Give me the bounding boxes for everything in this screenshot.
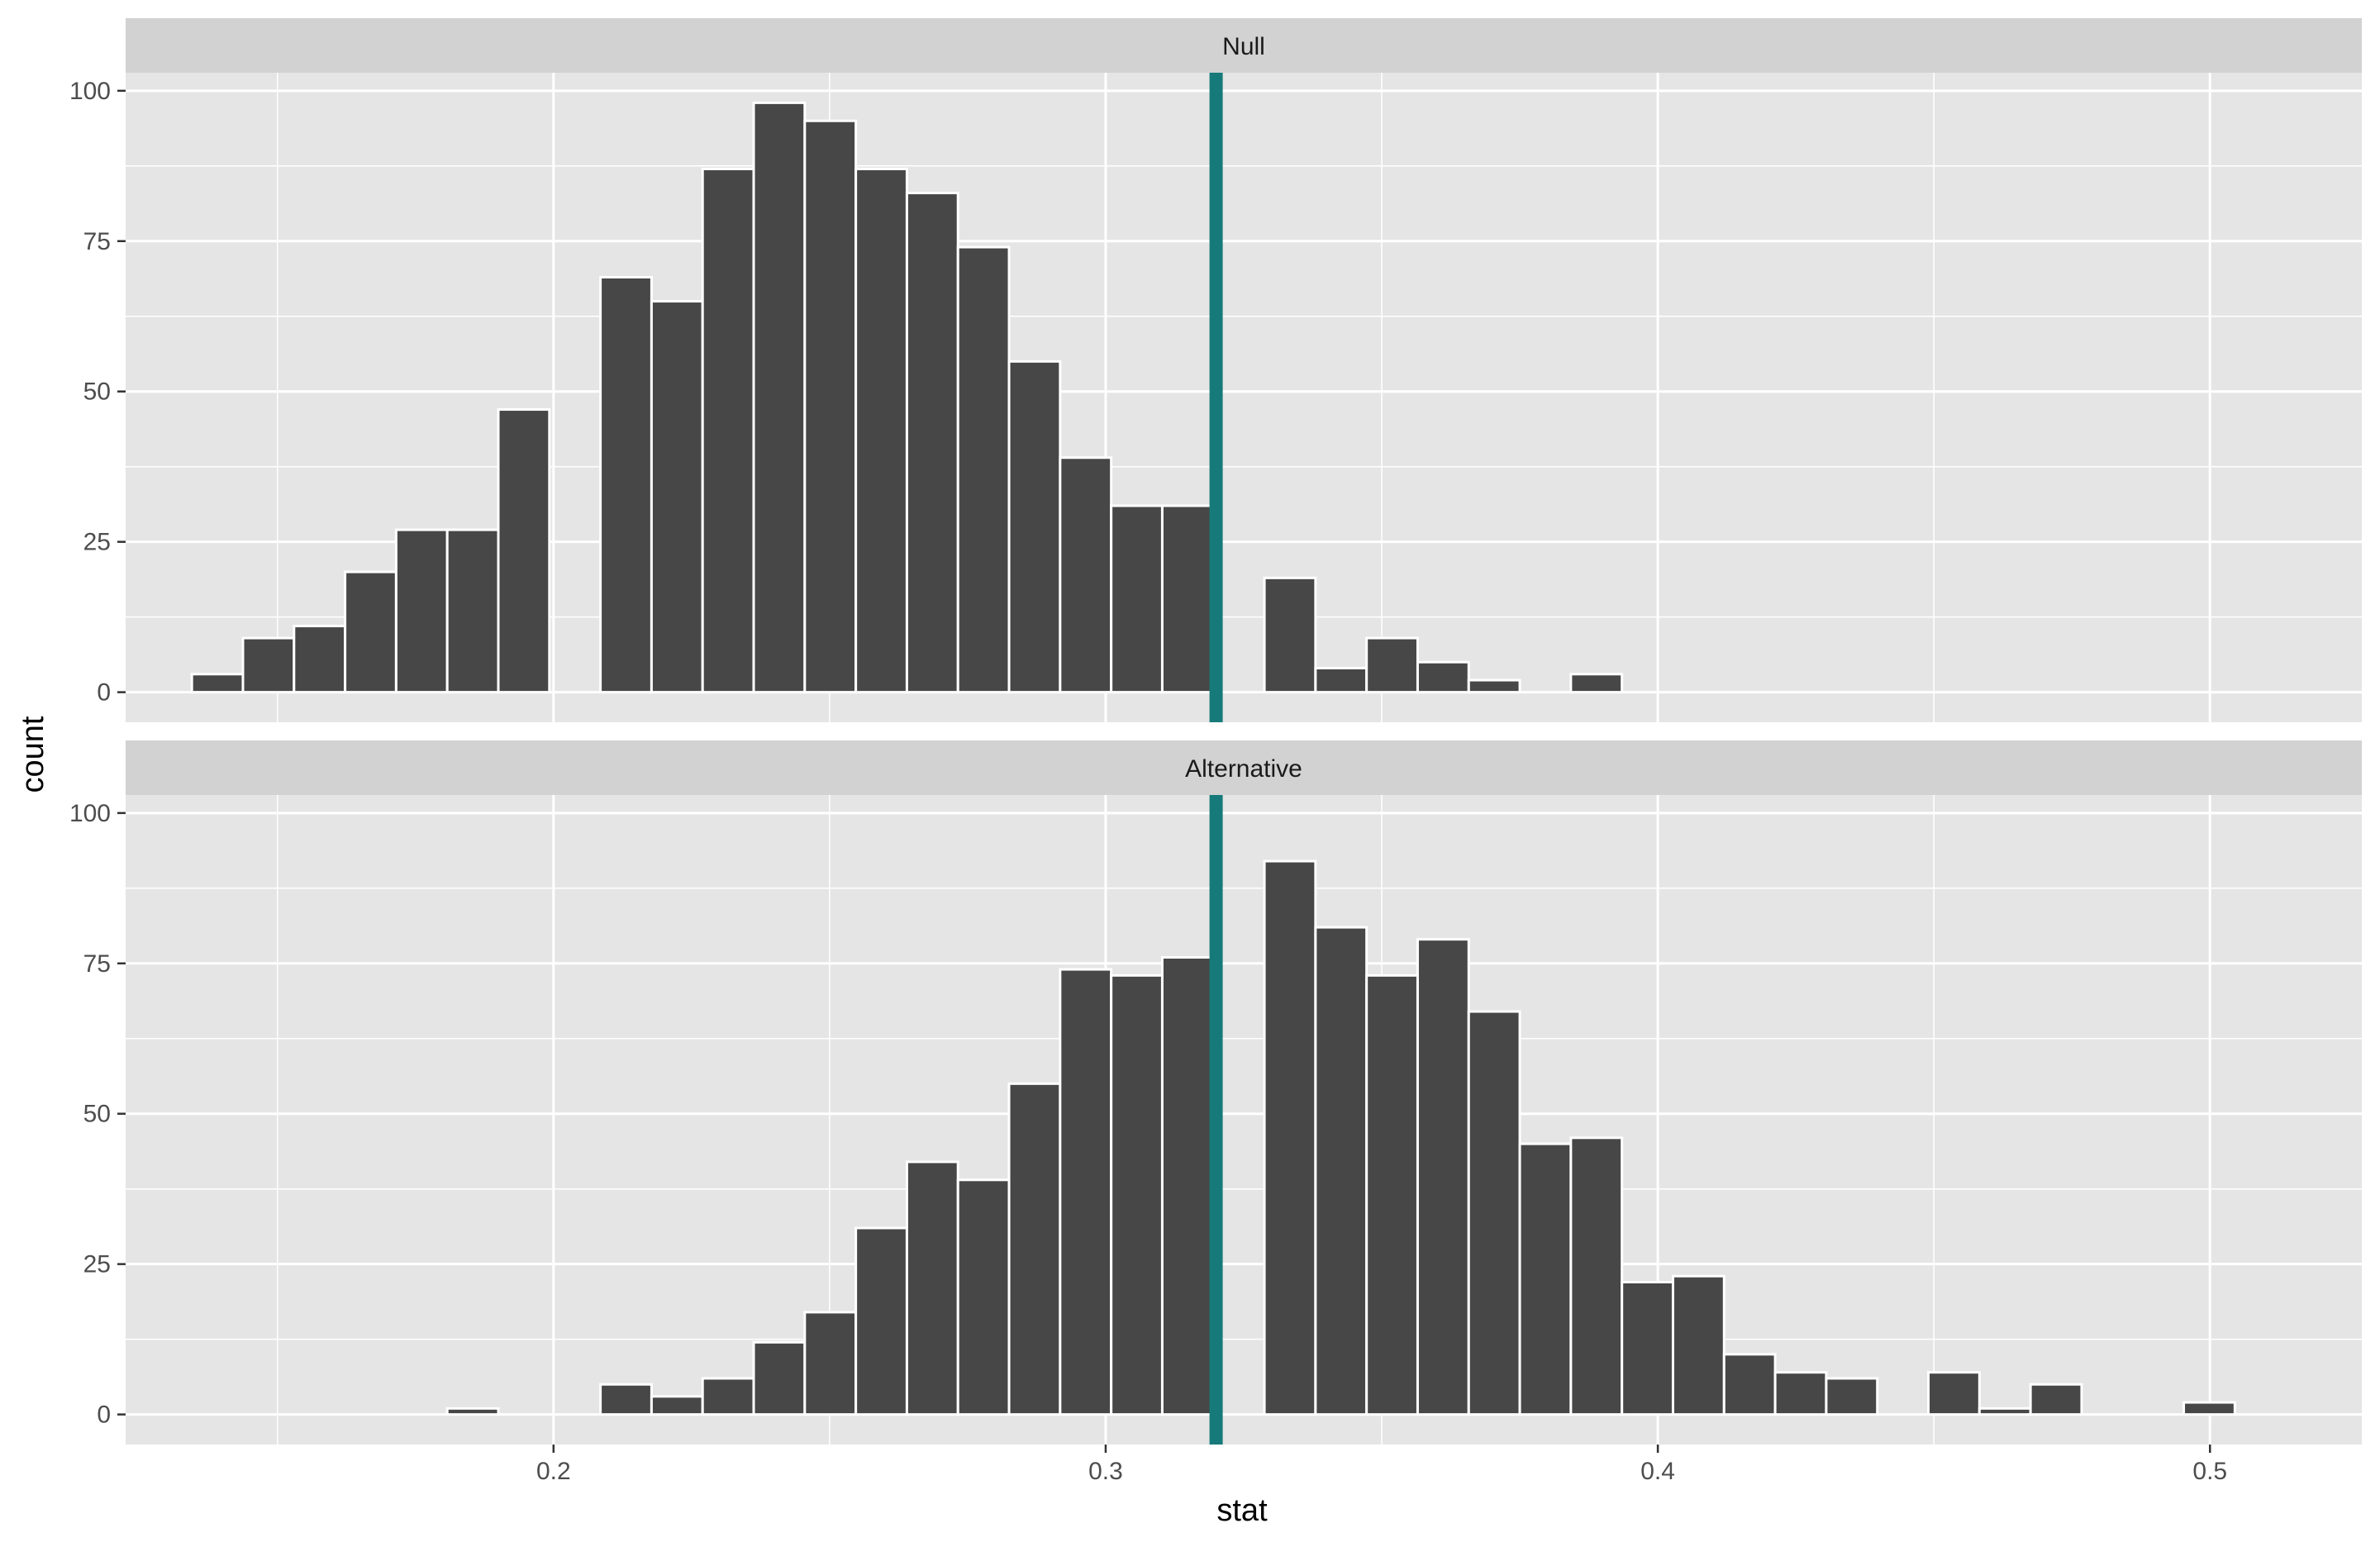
- x-axis-label: stat: [1216, 1493, 1268, 1528]
- histogram-bar: [599, 1383, 653, 1416]
- histogram-bar: [1007, 1082, 1062, 1416]
- histogram-bar: [956, 245, 1011, 694]
- histogram-bar: [1927, 1371, 1981, 1416]
- histogram-bar: [1160, 956, 1215, 1416]
- histogram-bar: [650, 300, 704, 694]
- histogram-bar: [752, 101, 807, 694]
- histogram-bar: [445, 528, 500, 694]
- histogram-bar: [1569, 1136, 1624, 1416]
- histogram-bar: [1059, 968, 1113, 1416]
- histogram-bar: [190, 673, 245, 694]
- y-tick-label: 75: [83, 228, 111, 255]
- facet-strip: [126, 18, 2362, 73]
- y-tick-label: 100: [69, 800, 111, 827]
- histogram-bar: [1110, 973, 1164, 1416]
- histogram-bar: [803, 1311, 858, 1416]
- histogram-bar: [1263, 859, 1317, 1416]
- histogram-bar: [1365, 973, 1419, 1416]
- histogram-bar: [854, 167, 908, 694]
- histogram-bar: [752, 1340, 807, 1416]
- histogram-bar: [1569, 673, 1624, 694]
- y-tick-label: 25: [83, 529, 111, 556]
- panel-background: [126, 795, 2362, 1445]
- histogram-bar: [394, 528, 449, 694]
- histogram-bar: [1416, 660, 1470, 694]
- y-tick-label: 0: [97, 1402, 111, 1429]
- x-tick-label: 0.2: [536, 1458, 571, 1485]
- histogram-bar: [2029, 1383, 2083, 1416]
- histogram-bar: [650, 1395, 704, 1416]
- histogram-bar: [445, 1407, 500, 1416]
- facet-strip-label: Alternative: [1185, 755, 1302, 783]
- histogram-bar: [293, 625, 347, 694]
- histogram-bar: [905, 192, 959, 694]
- x-tick-label: 0.3: [1088, 1458, 1123, 1485]
- histogram-bar: [1007, 359, 1062, 694]
- histogram-bar: [1467, 1010, 1521, 1416]
- histogram-bar: [497, 408, 551, 694]
- x-axis: 0.2 0.3 0.4 0.5: [536, 1445, 2227, 1485]
- histogram-bar: [701, 1377, 755, 1416]
- histogram-bar: [1314, 926, 1368, 1416]
- y-axis-label: count: [16, 716, 50, 793]
- facet-panels: Null 0 25 50 75 100 Alternative 0 25 50 75 100: [69, 18, 2362, 1445]
- x-tick-label: 0.5: [2192, 1458, 2227, 1485]
- histogram-bar: [1467, 678, 1521, 694]
- histogram-bar: [1621, 1281, 1674, 1416]
- y-tick-label: 75: [83, 950, 111, 978]
- histogram-bar: [1671, 1274, 1726, 1416]
- histogram-bar: [1978, 1407, 2032, 1416]
- histogram-bar: [1059, 456, 1113, 694]
- histogram-bar: [956, 1178, 1011, 1416]
- y-tick-label: 50: [83, 378, 111, 406]
- histogram-bar: [905, 1160, 959, 1416]
- histogram-bar: [803, 119, 858, 694]
- histogram-bar: [1110, 504, 1164, 694]
- histogram-bar: [701, 167, 755, 694]
- histogram-bar: [1416, 938, 1470, 1416]
- histogram-bar: [1825, 1377, 1879, 1416]
- histogram-bar: [241, 636, 296, 694]
- histogram-bar: [1518, 1142, 1573, 1416]
- y-tick-label: 100: [69, 78, 111, 105]
- histogram-bar: [1263, 576, 1317, 694]
- histogram-bar: [1365, 636, 1419, 694]
- histogram-bar: [1314, 667, 1368, 694]
- facet-panel-null: Null 0 25 50 75 100: [69, 18, 2362, 722]
- x-tick-label: 0.4: [1640, 1458, 1675, 1485]
- histogram-bar: [344, 570, 397, 694]
- histogram-bar: [1722, 1353, 1777, 1416]
- y-tick-label: 50: [83, 1101, 111, 1128]
- histogram-bar: [1160, 504, 1215, 694]
- y-tick-label: 25: [83, 1251, 111, 1278]
- facet-panel-alternative: Alternative 0 25 50 75 100: [69, 740, 2362, 1445]
- y-tick-label: 0: [97, 679, 111, 707]
- histogram-bar: [599, 275, 653, 694]
- histogram-bar: [854, 1226, 908, 1416]
- histogram-bar: [2182, 1401, 2236, 1416]
- facet-strip: [126, 740, 2362, 795]
- histogram-bar: [1773, 1371, 1828, 1416]
- facet-strip-label: Null: [1222, 33, 1265, 60]
